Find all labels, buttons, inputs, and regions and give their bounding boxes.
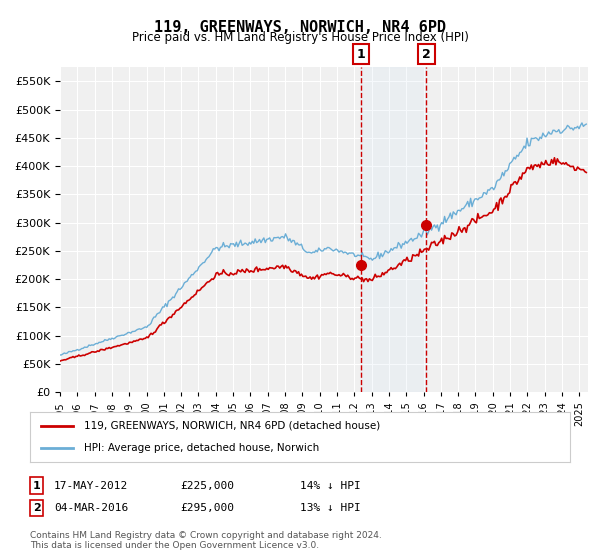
Text: Contains HM Land Registry data © Crown copyright and database right 2024.
This d: Contains HM Land Registry data © Crown c…	[30, 530, 382, 550]
Text: £295,000: £295,000	[180, 503, 234, 513]
Text: 04-MAR-2016: 04-MAR-2016	[54, 503, 128, 513]
Text: 1: 1	[356, 48, 365, 60]
Text: 119, GREENWAYS, NORWICH, NR4 6PD (detached house): 119, GREENWAYS, NORWICH, NR4 6PD (detach…	[84, 421, 380, 431]
Text: HPI: Average price, detached house, Norwich: HPI: Average price, detached house, Norw…	[84, 443, 319, 453]
Text: 14% ↓ HPI: 14% ↓ HPI	[300, 480, 361, 491]
Text: 13% ↓ HPI: 13% ↓ HPI	[300, 503, 361, 513]
Text: 17-MAY-2012: 17-MAY-2012	[54, 480, 128, 491]
Bar	[361, 67, 427, 392]
Bar	[30, 477, 43, 494]
Text: £225,000: £225,000	[180, 480, 234, 491]
Text: 2: 2	[33, 503, 40, 513]
Text: 2: 2	[422, 48, 431, 60]
Text: Price paid vs. HM Land Registry's House Price Index (HPI): Price paid vs. HM Land Registry's House …	[131, 31, 469, 44]
Text: 1: 1	[33, 480, 40, 491]
Text: 119, GREENWAYS, NORWICH, NR4 6PD: 119, GREENWAYS, NORWICH, NR4 6PD	[154, 20, 446, 35]
Bar	[30, 500, 43, 516]
